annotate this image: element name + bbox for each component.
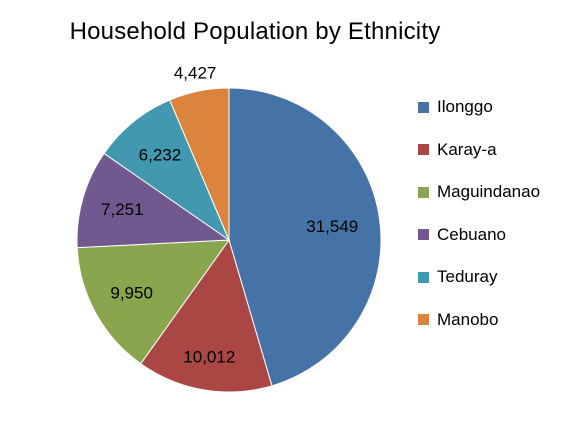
chart-title: Household Population by Ethnicity — [69, 18, 441, 45]
pie-slices — [76, 87, 382, 393]
legend-swatch — [418, 186, 429, 198]
legend-item-cebuano: Cebuano — [418, 224, 583, 246]
pie-slice-manobo — [169, 87, 230, 241]
legend-item-maguindanao: Maguindanao — [418, 181, 583, 203]
legend-item-ilonggo: Ilonggo — [418, 96, 583, 118]
legend-label: Karay-a — [437, 139, 497, 159]
data-label-teduray: 6,232 — [139, 146, 182, 165]
pie-slice-maguindanao — [76, 239, 231, 365]
data-label-cebuano: 7,251 — [101, 200, 144, 219]
pie-slice-ilonggo — [228, 87, 382, 387]
legend-label: Maguindanao — [437, 182, 541, 201]
legend-swatch — [418, 144, 429, 155]
pie-slice-teduray — [103, 99, 231, 242]
legend-swatch — [418, 229, 429, 240]
data-label-manobo: 4,427 — [174, 64, 217, 83]
pie-data-labels: 31,549 10,012 9,950 7,251 6,232 4,427 — [101, 64, 358, 367]
legend-swatch — [418, 314, 429, 325]
legend-swatch — [418, 101, 429, 113]
legend-label: Manobo — [437, 309, 499, 329]
legend-item-karay-a: Karay-a — [418, 139, 583, 161]
data-label-karay-a: 10,012 — [183, 347, 235, 366]
data-label-ilonggo: 31,549 — [306, 217, 358, 236]
legend-label: Cebuano — [437, 224, 507, 244]
legend-item-manobo: Manobo — [418, 309, 583, 331]
legend-label: Ilonggo — [437, 97, 493, 116]
pie-slice-karay-a — [139, 238, 273, 393]
legend-swatch — [418, 271, 429, 283]
legend-label: Teduray — [437, 267, 498, 286]
legend-item-teduray: Teduray — [418, 266, 583, 288]
data-label-maguindanao: 9,950 — [110, 284, 153, 303]
chart-legend: Ilonggo Karay-a Maguindanao Cebuano Teduray M… — [418, 96, 583, 351]
pie-slice-cebuano — [76, 152, 231, 249]
